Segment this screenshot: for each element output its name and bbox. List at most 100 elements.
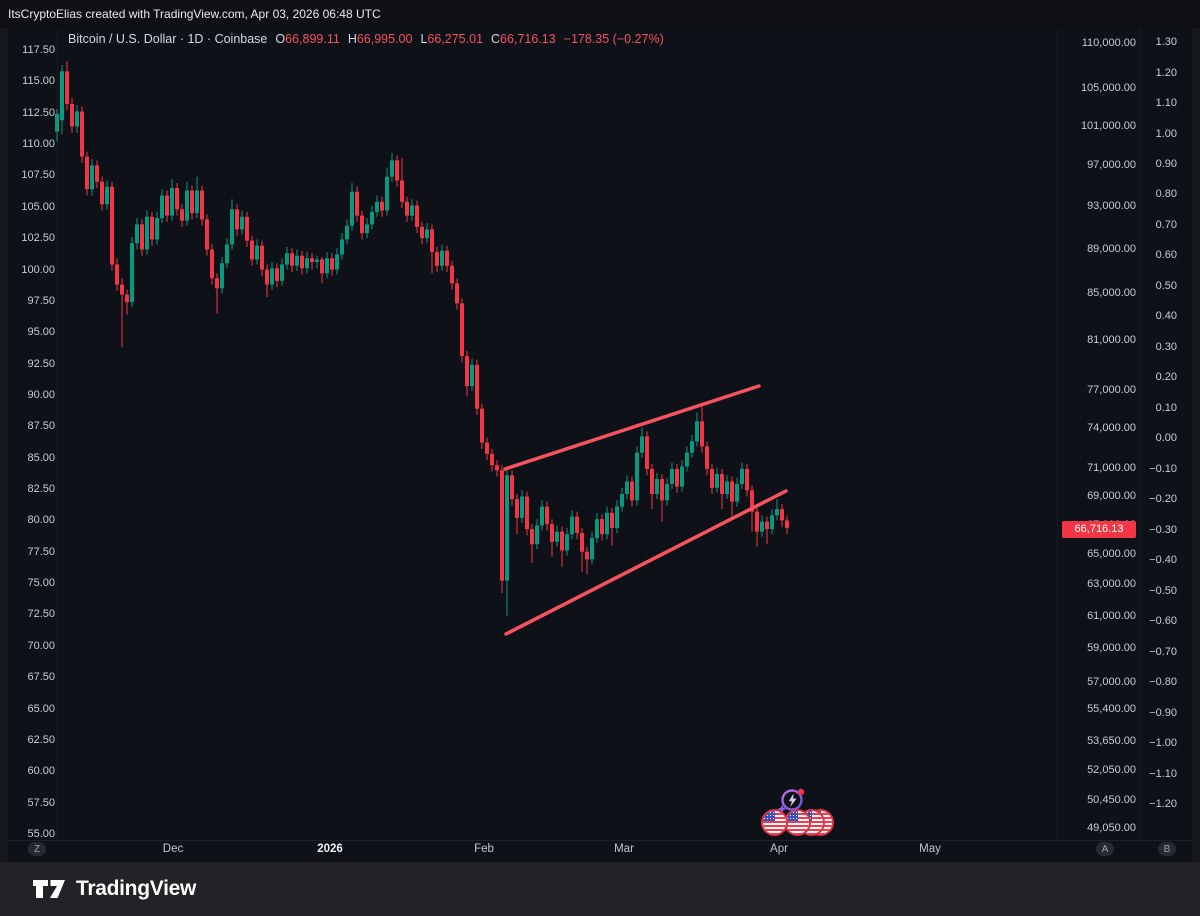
- percent-axis-tick: 0.90: [1155, 157, 1177, 170]
- chart-area: [8, 28, 1192, 862]
- right-axis-tick: 71,000.00: [1087, 462, 1136, 475]
- tradingview-logo-icon: [33, 880, 65, 898]
- right-axis-tick: 50,450.00: [1087, 794, 1136, 807]
- economic-events-flag-stack[interactable]: [761, 809, 839, 838]
- left-axis-tick: 72.50: [27, 608, 55, 621]
- pct-scale-divider[interactable]: [1140, 28, 1141, 840]
- percent-axis-tick: −0.80: [1149, 676, 1177, 689]
- right-axis-tick: 77,000.00: [1087, 383, 1136, 396]
- percent-axis-tick: 1.10: [1155, 97, 1177, 110]
- left-axis-tick: 62.50: [27, 733, 55, 746]
- pct-scale-badge[interactable]: B: [1158, 842, 1176, 856]
- symbol-title: Bitcoin / U.S. Dollar · 1D · Coinbase: [68, 32, 268, 46]
- left-scale-badge[interactable]: Z: [28, 842, 46, 856]
- left-axis-tick: 87.50: [27, 420, 55, 433]
- price-scale-divider[interactable]: [1057, 28, 1058, 840]
- time-axis-label: Mar: [614, 843, 634, 855]
- percent-axis-tick: −0.60: [1149, 615, 1177, 628]
- left-axis-tick: 65.00: [27, 702, 55, 715]
- right-axis-tick: 110,000.00: [1081, 37, 1136, 49]
- right-axis-tick: 97,000.00: [1087, 159, 1136, 172]
- right-axis-tick: 63,000.00: [1087, 578, 1136, 591]
- percent-axis-tick: −0.10: [1149, 462, 1177, 475]
- percent-axis-tick: −1.00: [1149, 737, 1177, 750]
- ohlc-pair: L66,275.01: [420, 32, 484, 46]
- tradingview-logo-text: TradingView: [76, 877, 197, 900]
- right-axis-tick: 57,000.00: [1087, 675, 1136, 688]
- left-axis-tick: 77.50: [27, 545, 55, 558]
- right-axis-tick: 52,050.00: [1087, 763, 1136, 776]
- left-axis-tick: 100.00: [21, 263, 55, 276]
- left-axis-tick: 90.00: [27, 388, 55, 401]
- percent-axis-tick: 0.20: [1155, 371, 1177, 384]
- percent-axis-tick: −0.50: [1149, 584, 1177, 597]
- percent-axis-tick: 0.60: [1155, 249, 1177, 262]
- percent-axis-tick: −0.40: [1149, 554, 1177, 567]
- percent-axis-tick: 0.30: [1155, 340, 1177, 353]
- left-axis-tick: 67.50: [27, 671, 55, 684]
- right-axis-tick: 49,050.00: [1087, 821, 1136, 834]
- left-axis-tick: 117.50: [22, 44, 55, 56]
- left-axis-tick: 107.50: [21, 169, 55, 182]
- right-axis-tick: 65,000.00: [1087, 548, 1136, 561]
- time-axis-label: May: [919, 843, 941, 855]
- right-axis-tick: 85,000.00: [1087, 287, 1136, 300]
- percent-axis-tick: 1.30: [1155, 36, 1177, 49]
- last-price-label: 66,716.13: [1062, 521, 1136, 538]
- right-axis-tick: 89,000.00: [1087, 242, 1136, 255]
- time-axis-label: Dec: [162, 843, 184, 855]
- left-axis-tick: 115.00: [22, 75, 55, 88]
- left-axis-tick: 112.50: [22, 106, 55, 119]
- percent-axis-tick: 0.80: [1155, 188, 1177, 201]
- left-axis-tick: 80.00: [27, 514, 55, 527]
- percent-axis-tick: −1.10: [1149, 767, 1177, 780]
- left-axis-tick: 102.50: [21, 232, 55, 245]
- us-flag-icon: [784, 809, 811, 836]
- left-axis-tick: 85.00: [27, 451, 55, 464]
- percent-axis-tick: 0.50: [1155, 279, 1177, 292]
- attribution-bar: ItsCryptoElias created with TradingView.…: [0, 0, 1200, 28]
- right-axis-tick: 53,650.00: [1087, 734, 1136, 747]
- percent-axis-tick: 0.10: [1155, 401, 1177, 414]
- right-axis-tick: 69,000.00: [1087, 490, 1136, 503]
- lightning-icon: [788, 793, 797, 807]
- ohlc-pair: C66,716.13: [491, 32, 556, 46]
- percent-axis-tick: 1.20: [1155, 66, 1177, 79]
- percent-axis-tick: 0.70: [1155, 218, 1177, 231]
- left-scale-divider: [57, 28, 58, 840]
- right-axis-tick: 81,000.00: [1087, 334, 1136, 347]
- us-flag-icon: [761, 809, 788, 836]
- left-axis-tick: 95.00: [27, 326, 55, 339]
- percent-axis-tick: −0.30: [1149, 523, 1177, 536]
- percent-axis-tick: 0.40: [1155, 310, 1177, 323]
- time-axis-label: 2026: [317, 843, 343, 855]
- ohlc-pair: O66,899.11: [275, 32, 340, 46]
- left-axis-tick: 75.00: [27, 577, 55, 590]
- tradingview-footer: TradingView: [0, 862, 1200, 916]
- tradingview-logo[interactable]: TradingView: [32, 877, 196, 901]
- symbol-legend[interactable]: Bitcoin / U.S. Dollar · 1D · Coinbase O66…: [68, 32, 664, 47]
- right-axis-tick: 55,400.00: [1087, 703, 1136, 716]
- time-axis-label: Apr: [770, 843, 788, 855]
- right-axis-tick: 74,000.00: [1087, 422, 1136, 435]
- ohlc-pair: H66,995.00: [347, 32, 413, 46]
- percent-axis-tick: −1.20: [1149, 798, 1177, 811]
- percent-axis-tick: −0.20: [1149, 493, 1177, 506]
- red-dot-icon: [797, 788, 805, 796]
- left-axis-tick: 57.50: [27, 796, 55, 809]
- left-axis-tick: 55.00: [27, 828, 55, 840]
- change-value: −178.35 (−0.27%): [563, 32, 664, 46]
- price-scale-badge[interactable]: A: [1096, 842, 1114, 856]
- right-axis-tick: 105,000.00: [1080, 82, 1136, 95]
- attribution-text: ItsCryptoElias created with TradingView.…: [8, 7, 381, 21]
- right-axis-tick: 93,000.00: [1087, 200, 1136, 213]
- percent-axis-tick: −0.70: [1149, 645, 1177, 658]
- percent-axis-tick: −0.90: [1149, 706, 1177, 719]
- left-axis-tick: 82.50: [27, 483, 55, 496]
- time-axis-divider: [8, 840, 1192, 841]
- right-axis-tick: 61,000.00: [1087, 609, 1136, 622]
- left-axis-tick: 105.00: [21, 200, 55, 213]
- sparkle-icon: [777, 804, 787, 814]
- percent-axis-tick: 0.00: [1155, 432, 1177, 445]
